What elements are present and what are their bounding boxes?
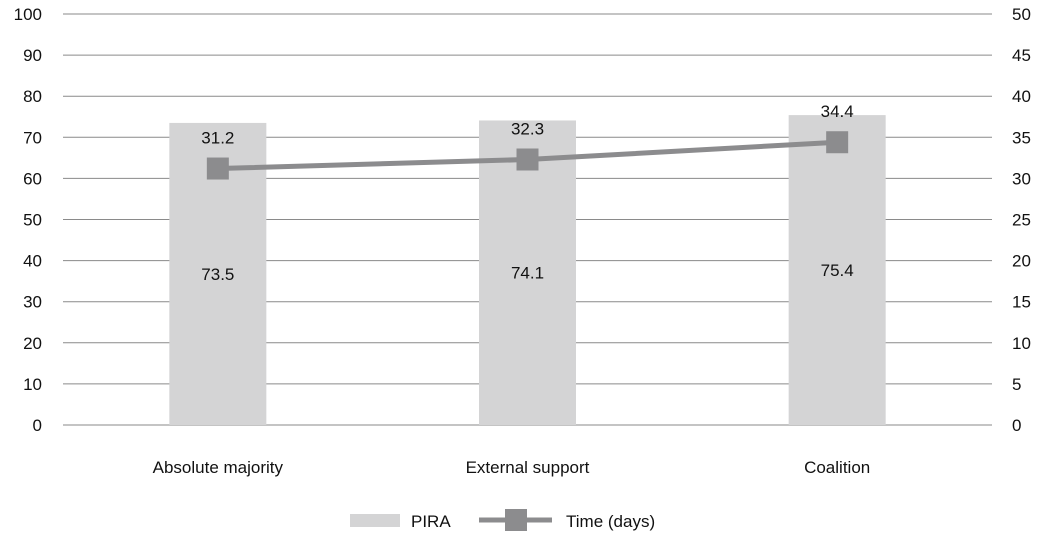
left-tick-label: 10	[23, 375, 42, 394]
legend: PIRA Time (days)	[350, 509, 655, 531]
left-tick-label: 40	[23, 252, 42, 271]
time-line-series	[206, 131, 849, 180]
pira-bar	[788, 115, 886, 425]
category-labels: Absolute majority External support Coaliti…	[153, 458, 871, 477]
left-tick-label: 50	[23, 211, 42, 230]
pira-bar-label: 74.1	[511, 264, 544, 283]
left-tick-label: 0	[33, 416, 42, 435]
right-tick-label: 40	[1012, 87, 1031, 106]
right-tick-label: 50	[1012, 5, 1031, 24]
left-axis-ticks: 0 10 20 30 40 50 60 70 80 90 100	[14, 5, 42, 435]
right-tick-label: 20	[1012, 252, 1031, 271]
right-tick-label: 0	[1012, 416, 1021, 435]
left-tick-label: 90	[23, 46, 42, 65]
left-tick-label: 60	[23, 169, 42, 188]
pira-bar-label: 73.5	[201, 265, 234, 284]
left-tick-label: 70	[23, 128, 42, 147]
right-tick-label: 30	[1012, 169, 1031, 188]
pira-bars	[169, 115, 886, 425]
time-point-label: 31.2	[201, 129, 234, 148]
time-marker	[516, 148, 539, 171]
legend-pira-label: PIRA	[411, 512, 451, 531]
left-tick-label: 30	[23, 293, 42, 312]
right-tick-label: 45	[1012, 46, 1031, 65]
pira-bar-labels: 73.5 74.1 75.4	[201, 261, 853, 284]
right-tick-label: 25	[1012, 211, 1031, 230]
left-tick-label: 80	[23, 87, 42, 106]
legend-time-swatch-marker	[505, 509, 527, 531]
left-tick-label: 20	[23, 334, 42, 353]
legend-time-label: Time (days)	[566, 512, 655, 531]
right-tick-label: 15	[1012, 293, 1031, 312]
time-point-label: 32.3	[511, 119, 544, 138]
right-tick-label: 10	[1012, 334, 1031, 353]
pira-bar-label: 75.4	[821, 261, 854, 280]
legend-pira-swatch	[350, 514, 400, 527]
time-line-labels: 31.2 32.3 34.4	[201, 102, 853, 147]
right-tick-label: 5	[1012, 375, 1021, 394]
left-tick-label: 100	[14, 5, 42, 24]
category-label: Absolute majority	[153, 458, 284, 477]
pira-bar	[479, 120, 576, 425]
time-point-label: 34.4	[821, 102, 854, 121]
category-label: External support	[466, 458, 590, 477]
right-axis-ticks: 0 5 10 15 20 25 30 35 40 45 50	[1012, 5, 1031, 435]
time-marker	[206, 157, 229, 180]
category-label: Coalition	[804, 458, 870, 477]
time-marker	[826, 131, 849, 154]
right-tick-label: 35	[1012, 128, 1031, 147]
